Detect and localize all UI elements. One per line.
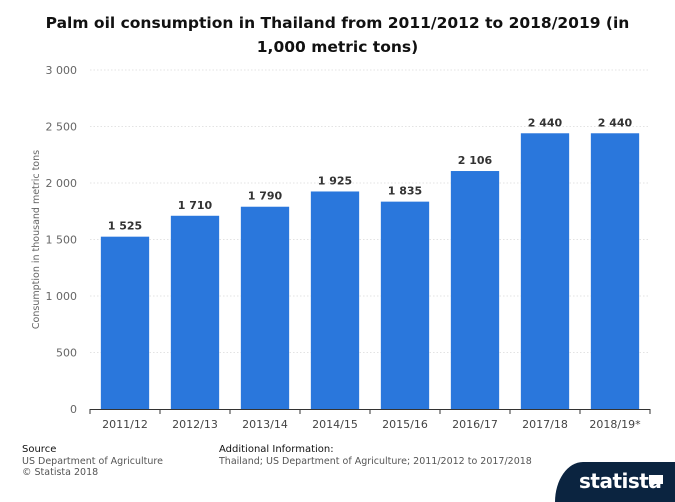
y-tick-label: 2 500: [46, 121, 78, 134]
bar-value-label: 1 835: [388, 185, 422, 198]
y-tick-label: 0: [70, 403, 77, 416]
bar-chart: 0 500 1 000 1 500 2 000 2 500 3 000 Consumption…: [31, 64, 651, 431]
y-axis-title: Consumption in thousand metric tons: [31, 150, 42, 329]
bar-value-label: 1 790: [248, 190, 283, 203]
bar: [520, 133, 570, 409]
x-tick-label: 2012/13: [172, 418, 218, 431]
x-tick-label: 2018/19*: [589, 418, 641, 431]
additional-info-text: Thailand; US Department of Agriculture; …: [219, 455, 532, 467]
bar: [590, 133, 640, 409]
y-tick-label: 2 000: [46, 177, 78, 190]
bar-value-label: 2 440: [528, 116, 563, 129]
chart-title: Palm oil consumption in Thailand from 20…: [45, 14, 630, 56]
y-tick-label: 3 000: [46, 64, 78, 77]
bar-value-label: 1 925: [318, 174, 352, 187]
bar-value-label: 2 106: [458, 154, 493, 167]
copyright-line: © Statista 2018: [22, 467, 99, 478]
bar: [240, 206, 290, 409]
x-tick-label: 2011/12: [102, 418, 148, 431]
source-heading: Source: [22, 444, 57, 455]
bar-value-label: 1 525: [108, 220, 142, 233]
bar: [310, 191, 360, 409]
bar-value-label: 1 710: [178, 199, 213, 212]
bar: [170, 215, 220, 409]
additional-info-heading: Additional Information:: [219, 444, 334, 455]
source-block: Source US Department of Agriculture © St…: [22, 444, 163, 479]
y-tick-label: 1 000: [46, 290, 78, 303]
bar: [100, 236, 150, 409]
additional-info-block: Additional Information: Thailand; US Dep…: [219, 444, 532, 467]
y-tick-label: 500: [56, 347, 77, 360]
bar: [450, 171, 500, 409]
source-line[interactable]: US Department of Agriculture: [22, 455, 163, 467]
bar: [380, 201, 430, 409]
y-tick-label: 1 500: [46, 234, 78, 247]
bar-value-label: 2 440: [598, 116, 633, 129]
x-tick-label: 2014/15: [312, 418, 358, 431]
x-tick-label: 2017/18: [522, 418, 568, 431]
x-tick-label: 2013/14: [242, 418, 288, 431]
flag-icon: [649, 475, 663, 487]
brand-name: statista: [579, 469, 662, 493]
statista-logo[interactable]: statista: [555, 462, 675, 502]
x-tick-label: 2015/16: [382, 418, 428, 431]
x-tick-label: 2016/17: [452, 418, 498, 431]
